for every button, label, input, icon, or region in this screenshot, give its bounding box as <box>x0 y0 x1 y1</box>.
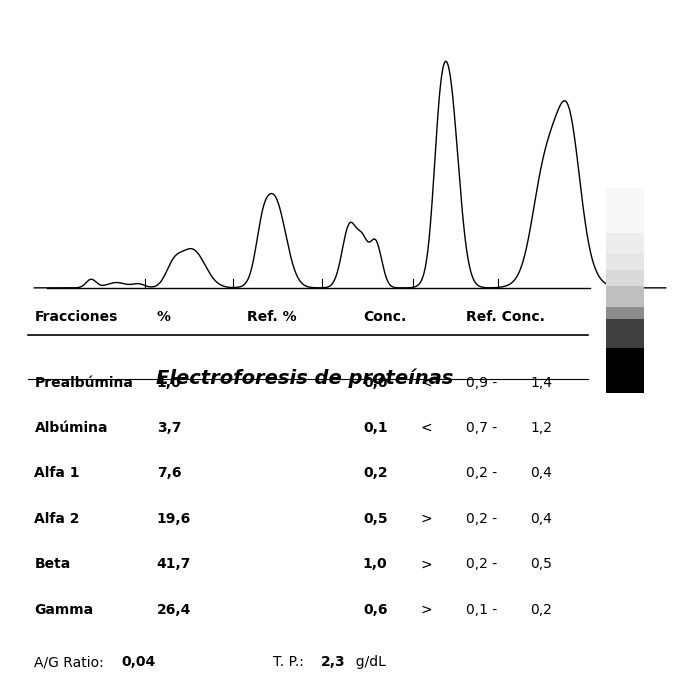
Bar <box>606 286 644 307</box>
Text: Alfa 2: Alfa 2 <box>34 512 80 526</box>
Text: 0,2 -: 0,2 - <box>466 512 497 526</box>
Text: >: > <box>421 557 433 571</box>
Text: 1,0: 1,0 <box>363 557 388 571</box>
Text: 0,2: 0,2 <box>531 602 552 617</box>
Text: 2,3: 2,3 <box>321 656 346 669</box>
Text: Fracciones: Fracciones <box>34 310 118 324</box>
Text: 0,2 -: 0,2 - <box>466 557 497 571</box>
Text: Ref. Conc.: Ref. Conc. <box>466 310 545 324</box>
Text: Alfa 1: Alfa 1 <box>34 466 80 480</box>
Text: 1,0: 1,0 <box>157 376 181 389</box>
Text: Beta: Beta <box>34 557 71 571</box>
Text: 0,04: 0,04 <box>121 656 155 669</box>
Text: >: > <box>421 512 433 526</box>
Text: 26,4: 26,4 <box>157 602 191 617</box>
Text: 0,2 -: 0,2 - <box>466 466 497 480</box>
Bar <box>606 356 644 393</box>
Text: Electroforesis de proteínas: Electroforesis de proteínas <box>156 369 454 389</box>
Text: Prealbúmina: Prealbúmina <box>34 376 133 389</box>
Text: <: < <box>421 421 433 435</box>
Text: g/dL: g/dL <box>346 656 386 669</box>
Bar <box>606 253 644 270</box>
Text: Albúmina: Albúmina <box>34 421 108 435</box>
Text: T. P.:: T. P.: <box>273 656 308 669</box>
Text: 7,6: 7,6 <box>157 466 181 480</box>
Text: 41,7: 41,7 <box>157 557 191 571</box>
Text: 0,7 -: 0,7 - <box>466 421 497 435</box>
Text: Conc.: Conc. <box>363 310 406 324</box>
Text: 0,1 -: 0,1 - <box>466 602 497 617</box>
Text: %: % <box>157 310 171 324</box>
Text: <: < <box>421 376 433 389</box>
Bar <box>606 233 644 253</box>
Text: 0,9 -: 0,9 - <box>466 376 497 389</box>
Text: 0,6: 0,6 <box>363 602 387 617</box>
Bar <box>606 319 644 348</box>
Text: 0,4: 0,4 <box>531 512 552 526</box>
Text: 0,1: 0,1 <box>363 421 388 435</box>
Text: 0,5: 0,5 <box>363 512 388 526</box>
Bar <box>606 188 644 233</box>
Text: >: > <box>421 602 433 617</box>
Text: 0,5: 0,5 <box>531 557 552 571</box>
Text: 1,4: 1,4 <box>531 376 552 389</box>
Text: 3,7: 3,7 <box>157 421 181 435</box>
Text: 0,2: 0,2 <box>363 466 388 480</box>
Text: Ref. %: Ref. % <box>247 310 297 324</box>
Bar <box>606 348 644 356</box>
Bar <box>606 307 644 319</box>
Text: 19,6: 19,6 <box>157 512 191 526</box>
Text: 0,0: 0,0 <box>363 376 387 389</box>
Text: Gamma: Gamma <box>34 602 94 617</box>
Text: A/G Ratio:: A/G Ratio: <box>34 656 108 669</box>
Text: 0,4: 0,4 <box>531 466 552 480</box>
Bar <box>606 270 644 286</box>
Text: 1,2: 1,2 <box>531 421 552 435</box>
